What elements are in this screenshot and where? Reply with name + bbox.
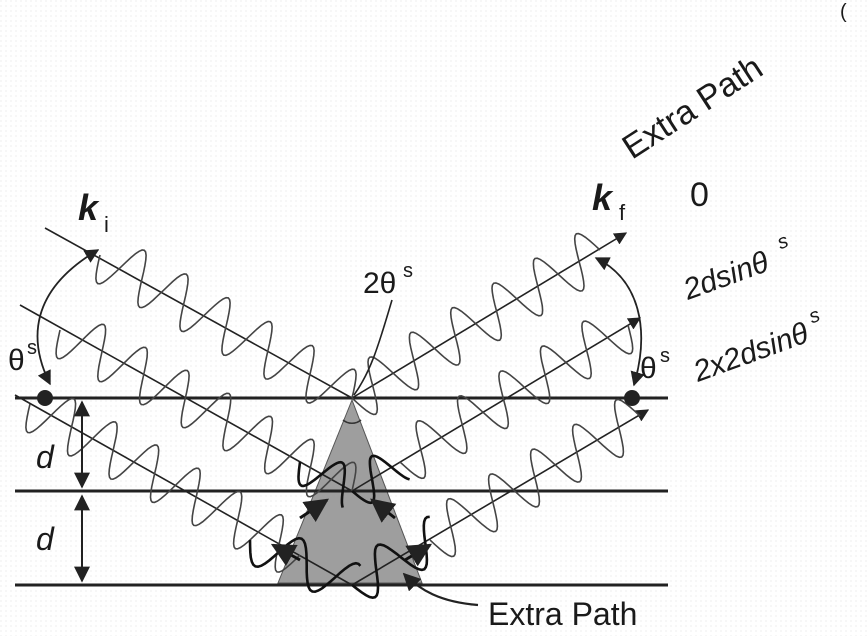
triangle-arrow-right-upper xyxy=(370,498,397,523)
diffracted-ray-3 xyxy=(351,409,650,586)
k-f-subscript: f xyxy=(619,200,626,225)
incident-wave-1 xyxy=(95,249,357,404)
diffracted-ray-1 xyxy=(351,232,628,399)
left-theta-arc xyxy=(36,249,100,386)
apex-angle-arc xyxy=(342,419,362,424)
diffracted-wave-2 xyxy=(399,320,634,480)
diffracted-wave-3 xyxy=(429,398,641,558)
extra-path-wave-left-1 xyxy=(297,460,347,508)
extra-path-wave-left-2 xyxy=(248,536,362,594)
extra-path-bottom-label: Extra Path xyxy=(488,596,637,632)
right-pivot-dot xyxy=(624,390,640,406)
theta-right-superscript: s xyxy=(660,345,670,367)
extra-path-wave-right-1 xyxy=(351,454,410,505)
d-label-lower: d xyxy=(36,521,55,557)
triangle-arrow-left-lower xyxy=(270,543,301,566)
theta-left-label: θ xyxy=(8,344,25,377)
triangle-arrow-right-lower xyxy=(404,543,433,567)
two-theta-label: 2θ xyxy=(363,267,396,300)
left-pivot-dot xyxy=(37,390,53,406)
diffracted-wave-1 xyxy=(351,232,601,416)
theta-left-superscript: s xyxy=(27,337,37,359)
two-theta-pointer xyxy=(353,299,393,396)
theta-right-label: θ xyxy=(640,352,657,385)
corner-mark: ( xyxy=(840,1,847,23)
k-i-symbol: k xyxy=(78,187,100,228)
k-f-symbol: k xyxy=(592,177,614,218)
right-theta-arc xyxy=(594,257,645,387)
path-value-0: 0 xyxy=(690,176,709,214)
two-theta-superscript: s xyxy=(403,260,413,282)
triangle-arrow-left-upper xyxy=(299,498,329,522)
k-i-subscript: i xyxy=(104,212,109,237)
extra-path-wave-right-2 xyxy=(351,515,430,600)
incident-wave-3 xyxy=(25,397,301,573)
d-label-upper: d xyxy=(36,439,55,475)
extra-path-pointer xyxy=(402,572,479,607)
extra-path-wave-segments xyxy=(248,454,430,600)
